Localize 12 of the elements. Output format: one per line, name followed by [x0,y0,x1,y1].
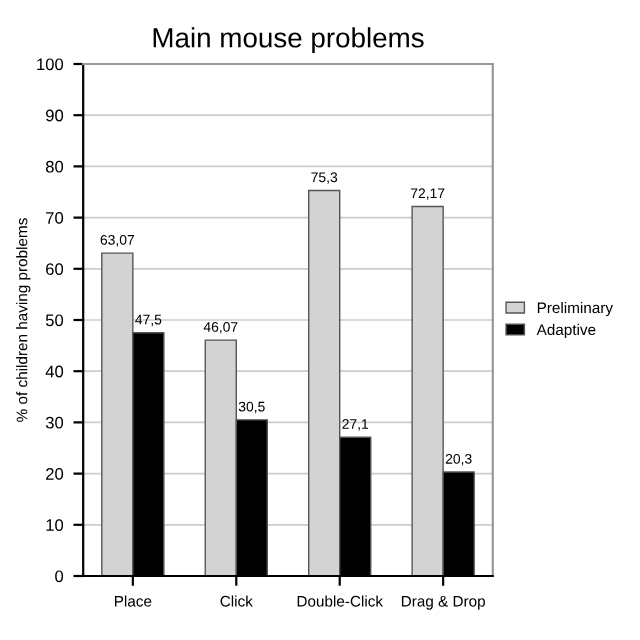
y-tick-label: 0 [55,570,64,583]
y-tick-label: 50 [45,314,64,327]
chart-title: Main mouse problems [153,27,424,54]
y-tick-label: 20 [46,468,64,480]
y-tick-label: 100 [37,58,64,71]
y-tick-label: 70 [46,212,64,224]
y-tick-label: 90 [46,109,64,122]
y-tick-label: 60 [46,263,64,275]
y-tick-label: 40 [45,365,64,378]
y-tick-label: 80 [45,160,64,173]
y-tick-label: 10 [46,519,64,531]
y-tick-label: 30 [45,416,64,429]
